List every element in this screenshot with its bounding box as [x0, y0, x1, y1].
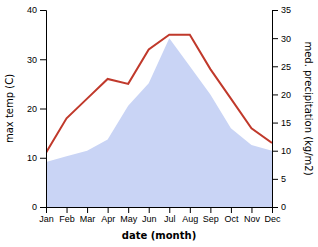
- tick-mark: [231, 207, 232, 213]
- x-axis-title: date (month): [122, 230, 196, 241]
- tick-label: 30: [27, 55, 37, 65]
- tick: Sep: [203, 207, 219, 224]
- tick-label: 0: [32, 202, 37, 212]
- tick-mark: [272, 38, 278, 39]
- tick: Jan: [39, 207, 54, 224]
- tick-label: Jun: [142, 214, 157, 224]
- tick-label: Sep: [203, 214, 219, 224]
- tick-label: 35: [281, 5, 291, 15]
- tick-mark: [251, 207, 252, 213]
- line: [46, 35, 272, 153]
- chart: JanFebMarAprMayJunJulAugSepOctNovDec0102…: [0, 0, 318, 247]
- tick-mark: [40, 158, 46, 159]
- tick-mark: [67, 207, 68, 213]
- tick-mark: [40, 59, 46, 60]
- tick: 10: [272, 146, 291, 156]
- tick-label: Aug: [182, 214, 198, 224]
- tick: 40: [27, 5, 46, 15]
- tick-mark: [272, 151, 278, 152]
- tick-mark: [108, 207, 109, 213]
- tick: 10: [27, 153, 46, 163]
- tick-label: 40: [27, 5, 37, 15]
- y-axis-title: max temp (C): [4, 74, 15, 143]
- tick-mark: [272, 207, 278, 208]
- tick-mark: [40, 109, 46, 110]
- chart-container: JanFebMarAprMayJunJulAugSepOctNovDec0102…: [0, 0, 318, 247]
- tick-mark: [190, 207, 191, 213]
- area: [46, 38, 272, 207]
- axis-line: [47, 208, 273, 214]
- tick-label: 5: [281, 174, 286, 184]
- tick-mark: [272, 179, 278, 180]
- tick-mark: [149, 207, 150, 213]
- tick: 30: [272, 34, 291, 44]
- tick: 20: [27, 104, 46, 114]
- tick-mark: [40, 10, 46, 11]
- tick-label: 20: [281, 90, 291, 100]
- tick-mark: [210, 207, 211, 213]
- tick-mark: [169, 207, 170, 213]
- axis-line: [40, 11, 47, 208]
- tick-label: 10: [27, 153, 37, 163]
- y2-axis: 0 5 10 15 20 25 30 35: [272, 5, 291, 212]
- tick: Jun: [142, 207, 157, 224]
- tick: 0: [32, 202, 46, 212]
- tick-mark: [128, 207, 129, 213]
- tick: Dec: [264, 207, 281, 224]
- tick-mark: [272, 123, 278, 124]
- tick-label: 10: [281, 146, 291, 156]
- tick-label: Oct: [224, 214, 239, 224]
- tick: Jul: [164, 207, 176, 224]
- tick-label: 15: [281, 118, 291, 128]
- tick: 5: [272, 174, 286, 184]
- tick-mark: [272, 94, 278, 95]
- tick: 30: [27, 55, 46, 65]
- tick-label: 20: [27, 104, 37, 114]
- tick-label: Feb: [59, 214, 75, 224]
- tick: Feb: [59, 207, 75, 224]
- tick: Nov: [244, 207, 261, 224]
- tick-mark: [40, 207, 46, 208]
- y2-axis-title: med. precipitation (kg/m2): [303, 41, 314, 175]
- tick: Aug: [182, 207, 198, 224]
- tick: 35: [272, 5, 291, 15]
- tick: May: [120, 207, 138, 224]
- tick-mark: [87, 207, 88, 213]
- tick: 25: [272, 62, 291, 72]
- tick-label: 0: [281, 202, 286, 212]
- tick-label: May: [120, 214, 138, 224]
- tick: 15: [272, 118, 291, 128]
- tick: Oct: [224, 207, 239, 224]
- tick-label: Apr: [101, 214, 115, 224]
- tick-label: Dec: [264, 214, 281, 224]
- tick-mark: [272, 66, 278, 67]
- tick: Apr: [101, 207, 115, 224]
- tick-mark: [272, 10, 278, 11]
- tick-label: Jan: [39, 214, 54, 224]
- tick: Mar: [80, 207, 96, 224]
- tick: 0: [272, 202, 286, 212]
- y-axis: 0 10 20 30 40: [27, 5, 47, 212]
- axis-line: [273, 11, 279, 208]
- tick-label: 30: [281, 34, 291, 44]
- tick-label: Jul: [164, 214, 176, 224]
- tick-label: Mar: [80, 214, 96, 224]
- marks: [46, 35, 272, 207]
- tick: 20: [272, 90, 291, 100]
- tick-label: 25: [281, 62, 291, 72]
- tick-label: Nov: [244, 214, 261, 224]
- plot: JanFebMarAprMayJunJulAugSepOctNovDec0102…: [4, 5, 314, 241]
- x-axis: Jan Feb Mar Apr May Jun Jul Aug Sep Oct NovDec: [39, 207, 281, 224]
